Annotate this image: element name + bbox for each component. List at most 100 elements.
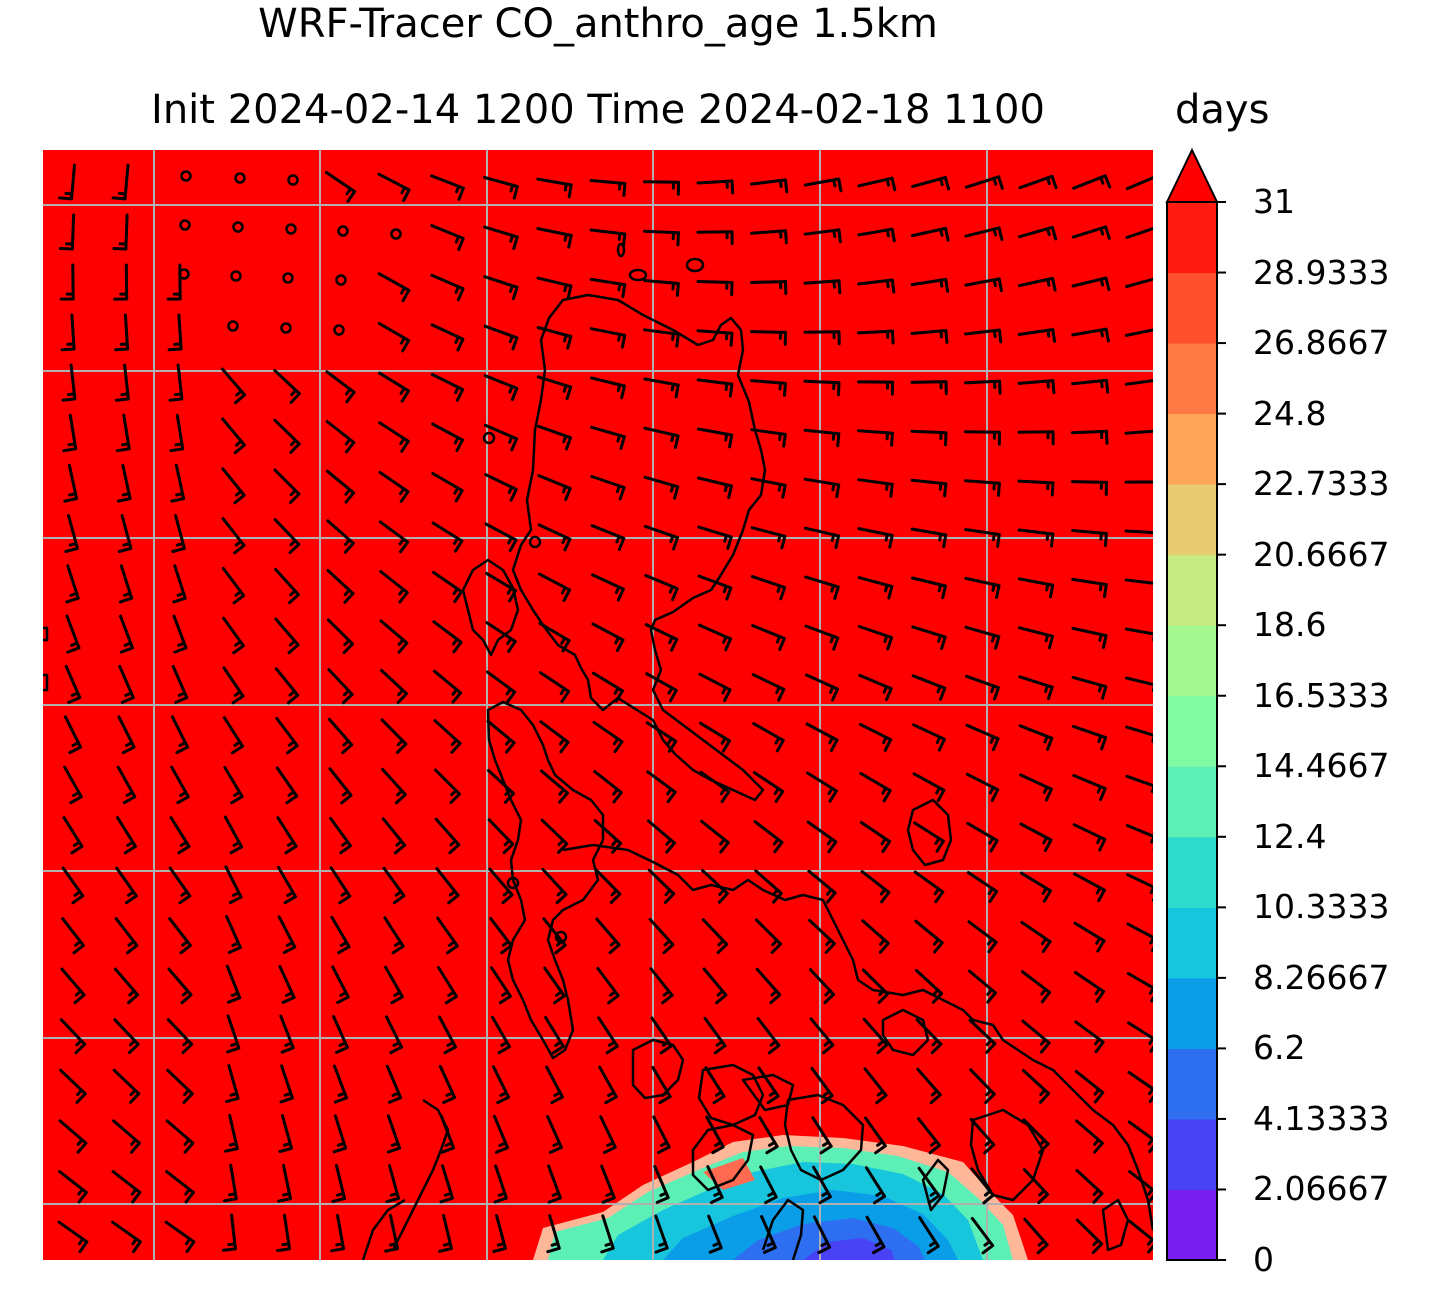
wind-barb: [1124, 328, 1153, 337]
wind-barb: [910, 527, 948, 549]
wind-barb: [1125, 277, 1153, 288]
wind-barb: [699, 721, 731, 753]
wind-barb: [61, 866, 85, 905]
wind-barb: [910, 429, 948, 447]
wind-barb: [433, 719, 462, 754]
calm-wind-marker: [280, 322, 292, 334]
wind-barb: [166, 263, 182, 301]
wind-barb: [431, 472, 464, 503]
wind-barb: [915, 969, 943, 1004]
wind-barb: [1072, 774, 1107, 802]
wind-barb: [706, 1165, 724, 1204]
wind-barb: [170, 765, 190, 805]
wind-barb: [536, 177, 573, 199]
colorbar-level-12: [1167, 343, 1217, 415]
wind-barb: [591, 622, 625, 653]
wind-barb: [596, 966, 620, 1005]
wind-barb: [650, 1016, 673, 1055]
wind-barb: [434, 768, 461, 804]
wind-barb: [329, 816, 352, 855]
wind-barb: [221, 566, 246, 605]
wind-barb: [805, 673, 839, 702]
calm-wind-marker: [337, 225, 349, 237]
colorbar-tick-label: 24.8: [1253, 393, 1327, 433]
wind-barb: [750, 575, 787, 601]
wind-barb: [274, 617, 300, 655]
wind-barb: [643, 377, 680, 399]
wind-barb: [279, 1014, 295, 1054]
wind-barb: [1018, 174, 1058, 190]
wind-barb: [221, 417, 246, 455]
wind-barb: [115, 866, 138, 905]
colorbar-tick-label: 10.3333: [1253, 887, 1390, 927]
wind-barb: [537, 424, 572, 451]
wind-barb: [62, 816, 84, 855]
colorbar-level-8: [1167, 625, 1217, 697]
wind-barb: [696, 280, 734, 296]
wind-barb: [1071, 327, 1110, 343]
calm-wind-marker: [390, 228, 402, 240]
wind-barb: [384, 1213, 399, 1253]
wind-barb: [380, 668, 408, 704]
wind-barb: [329, 866, 352, 905]
wind-barb: [275, 716, 299, 755]
wind-barb: [330, 915, 351, 955]
wind-barb: [754, 869, 783, 904]
wind-barb: [541, 868, 568, 905]
wind-barb: [1073, 971, 1106, 1003]
wind-barb: [379, 619, 409, 654]
wind-barb: [864, 1116, 887, 1155]
colorbar-tick-label: 14.4667: [1253, 746, 1390, 786]
wind-barb: [589, 327, 627, 349]
wind-barb: [700, 819, 730, 854]
wind-barb: [378, 371, 410, 403]
wind-barb: [1127, 1070, 1153, 1103]
wind-barb: [490, 966, 512, 1005]
wind-barb: [590, 376, 626, 400]
wind-barb: [803, 526, 841, 549]
wind-barb: [707, 1214, 723, 1254]
wind-barb: [381, 767, 407, 805]
wind-barb: [803, 379, 841, 397]
wind-barb: [1018, 225, 1058, 241]
wind-barb: [483, 225, 519, 250]
wind-barb: [964, 277, 1003, 293]
wind-barb: [330, 1213, 345, 1253]
wind-barb: [436, 916, 459, 955]
wind-barb: [168, 363, 184, 402]
wind-barb: [600, 1164, 616, 1204]
wind-barb: [57, 1220, 89, 1254]
wind-barb: [385, 1064, 403, 1104]
wind-barb: [911, 625, 947, 650]
colorbar-extend-arrow: [1165, 147, 1219, 203]
wind-barb: [1071, 724, 1108, 751]
wind-barb: [119, 614, 134, 654]
wind-barb: [165, 1170, 195, 1204]
wind-barb: [593, 770, 623, 804]
colorbar: [1165, 147, 1226, 1261]
wind-barb: [431, 422, 464, 453]
wind-barb: [1074, 1069, 1105, 1104]
wind-barb: [437, 966, 458, 1005]
colorbar-tick-label: 20.6667: [1253, 534, 1390, 574]
wind-barb: [696, 179, 735, 195]
wind-barb: [964, 430, 1001, 446]
wind-barb: [1017, 430, 1055, 446]
wind-barb: [1075, 1218, 1104, 1254]
wind-barb: [750, 178, 789, 194]
wind-barb: [803, 330, 841, 346]
wind-barb: [223, 765, 244, 805]
colorbar-outline: [1166, 201, 1218, 1261]
wind-barb: [643, 328, 680, 348]
colorbar-level-2: [1167, 1048, 1217, 1120]
wind-barb: [434, 817, 461, 855]
wind-barb: [1073, 921, 1106, 953]
wind-barb: [113, 1018, 140, 1055]
wind-barb: [430, 373, 465, 402]
wind-barb: [169, 413, 185, 453]
colorbar-tick-label: 12.4: [1253, 816, 1327, 856]
wind-barb: [483, 176, 519, 200]
wind-barb: [1018, 675, 1054, 701]
wind-barb: [536, 375, 573, 400]
wind-barb: [223, 1163, 238, 1203]
